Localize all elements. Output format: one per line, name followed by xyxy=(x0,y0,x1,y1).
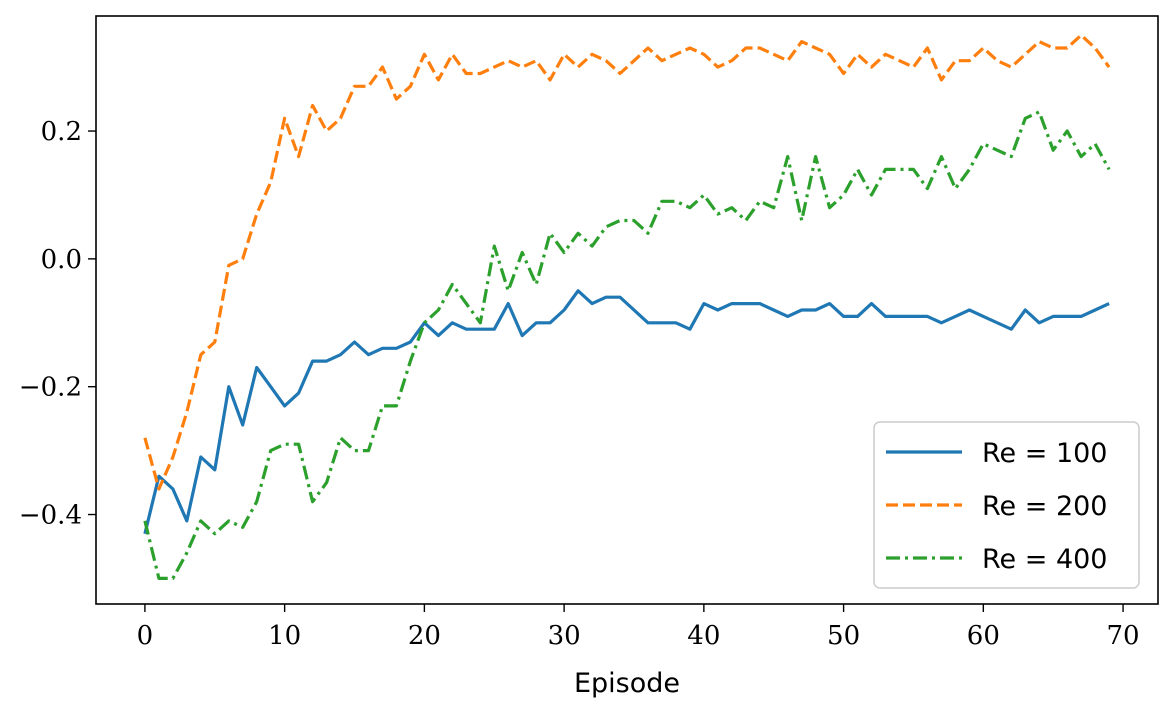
legend-box xyxy=(873,421,1140,589)
x-tick-label: 60 xyxy=(967,621,1000,651)
x-tick-label: 20 xyxy=(408,621,441,651)
x-tick-label: 70 xyxy=(1107,621,1140,651)
y-tick-label: 0.0 xyxy=(41,245,82,275)
series-line-3 xyxy=(143,110,1111,581)
legend-label-2: Re = 200 xyxy=(982,491,1107,522)
legend: Re = 100 Re = 200 Re = 400 xyxy=(873,421,1140,589)
x-tick-label: 30 xyxy=(548,621,581,651)
y-tick-label: −0.4 xyxy=(19,501,82,531)
x-tick-label: 50 xyxy=(827,621,860,651)
legend-label-1: Re = 100 xyxy=(982,438,1107,469)
x-axis: 0 10 20 30 40 50 60 70 xyxy=(137,604,1140,651)
x-axis-title: Episode xyxy=(574,668,680,699)
legend-label-3: Re = 400 xyxy=(982,544,1107,575)
x-tick-label: 0 xyxy=(137,621,154,651)
plot-frame xyxy=(95,15,1159,605)
series-layer xyxy=(143,33,1111,581)
x-tick-label: 10 xyxy=(268,621,301,651)
series-line-1 xyxy=(143,289,1110,535)
x-tick-label: 40 xyxy=(687,621,720,651)
series-line-2 xyxy=(143,33,1111,491)
y-tick-label: −0.2 xyxy=(19,373,82,403)
y-axis: −0.4 −0.2 0.0 0.2 xyxy=(19,117,96,531)
y-tick-label: 0.2 xyxy=(41,117,82,147)
